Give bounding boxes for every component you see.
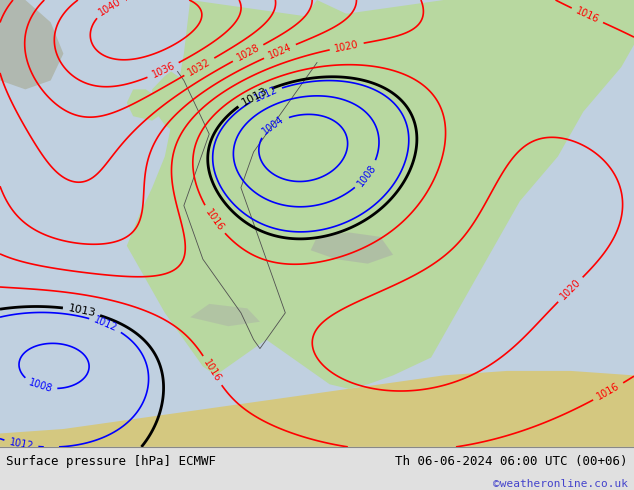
Text: 1032: 1032 [186, 56, 212, 77]
Text: 1016: 1016 [202, 358, 223, 384]
Text: 1016: 1016 [595, 381, 621, 402]
Text: 1020: 1020 [558, 277, 583, 302]
Polygon shape [127, 89, 165, 121]
Text: 1012: 1012 [93, 315, 119, 334]
Polygon shape [152, 72, 216, 134]
Polygon shape [127, 0, 634, 389]
Text: 1013: 1013 [240, 85, 269, 107]
Polygon shape [304, 0, 444, 98]
Text: 1040: 1040 [97, 0, 124, 18]
Text: 1013: 1013 [67, 303, 96, 318]
Text: 1004: 1004 [261, 114, 287, 137]
Text: 1016: 1016 [574, 6, 600, 25]
Text: Th 06-06-2024 06:00 UTC (00+06): Th 06-06-2024 06:00 UTC (00+06) [395, 456, 628, 468]
Text: 1016: 1016 [203, 207, 225, 233]
Text: Surface pressure [hPa] ECMWF: Surface pressure [hPa] ECMWF [6, 456, 216, 468]
Polygon shape [0, 0, 63, 89]
Text: 1008: 1008 [27, 378, 53, 394]
Polygon shape [0, 371, 634, 447]
Polygon shape [311, 232, 393, 264]
Text: ©weatheronline.co.uk: ©weatheronline.co.uk [493, 479, 628, 489]
Text: 1028: 1028 [235, 43, 261, 63]
Text: 1012: 1012 [8, 437, 34, 451]
Text: 1008: 1008 [356, 162, 378, 188]
Text: 1020: 1020 [333, 39, 359, 53]
Text: 1012: 1012 [252, 85, 279, 104]
Text: 1024: 1024 [267, 42, 293, 61]
Text: 1036: 1036 [150, 61, 176, 80]
Polygon shape [190, 304, 260, 326]
